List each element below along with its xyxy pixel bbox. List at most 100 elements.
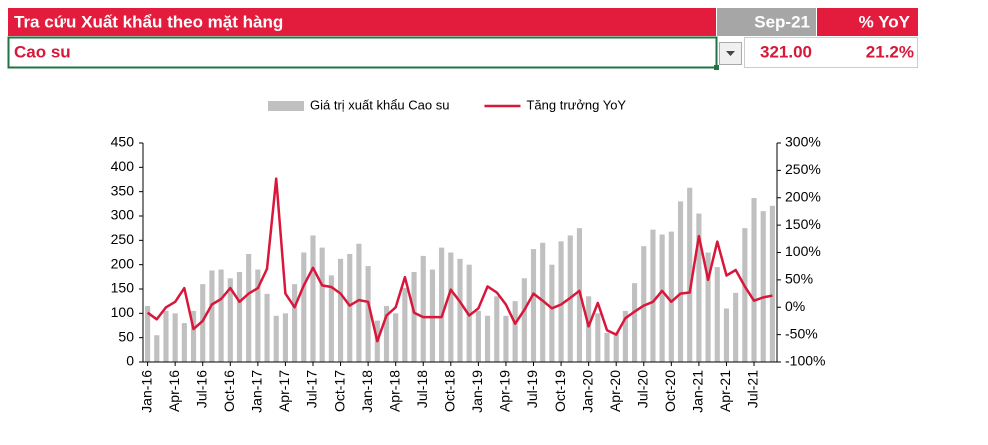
bar (439, 247, 445, 362)
x-tick-label: Jan-16 (138, 370, 154, 413)
bar (383, 306, 390, 362)
header-yoy: % YoY (859, 12, 911, 31)
bar (677, 201, 684, 362)
header-title: Tra cứu Xuất khẩu theo mặt hàng (14, 12, 283, 31)
bar (595, 313, 601, 362)
bar (760, 211, 766, 362)
bar (475, 310, 481, 362)
bar (733, 292, 739, 362)
bar (604, 332, 610, 362)
y-tick-label: 0 (126, 353, 134, 369)
value-cells (744, 37, 918, 68)
fill-handle (714, 65, 719, 70)
bar (751, 197, 757, 362)
y2-tick-label: 0% (785, 298, 805, 314)
bar (319, 247, 325, 362)
y2-tick-label: 300% (785, 134, 821, 150)
legend-label: Tăng trưởng YoY (526, 97, 626, 112)
selection-value: 321.00 (760, 42, 812, 61)
bar (613, 332, 619, 362)
x-tick-label: Jul-19 (524, 370, 540, 408)
y-tick-label: 300 (111, 207, 135, 223)
y-tick-label: 100 (111, 304, 135, 320)
bar (668, 231, 674, 362)
x-tick-label: Apr-20 (607, 370, 623, 412)
x-tick-label: Oct-18 (442, 370, 458, 412)
x-tick-label: Jul-18 (414, 370, 430, 408)
line (146, 177, 773, 343)
bar (420, 255, 426, 362)
bar (659, 234, 665, 362)
bar (549, 264, 555, 362)
x-tick-label: Apr-17 (276, 370, 292, 412)
bar (429, 269, 436, 362)
y-tick-label: 350 (111, 182, 135, 198)
bar (328, 275, 334, 362)
bar (503, 315, 509, 362)
bar (558, 241, 564, 362)
x-tick-label: Jul-17 (304, 370, 320, 408)
header-period: Sep-21 (754, 12, 810, 31)
bar (365, 266, 371, 362)
bar (347, 253, 353, 362)
bar (714, 267, 720, 362)
bar (301, 252, 307, 362)
bar (540, 242, 546, 362)
bar (190, 310, 197, 362)
bar (273, 315, 279, 362)
y2-tick-label: -50% (785, 325, 818, 341)
bar (154, 335, 160, 362)
header-period-cell (717, 8, 816, 36)
bar (282, 313, 288, 362)
legend-swatch (268, 101, 304, 111)
y2-tick-label: 100% (785, 243, 821, 259)
selection-cell[interactable] (7, 36, 718, 69)
y-tick-label: 250 (111, 231, 135, 247)
y2-tick-label: 50% (785, 271, 813, 287)
y2-tick-label: 250% (785, 161, 821, 177)
y-tick-label: 200 (111, 255, 135, 271)
x-tick-label: Jul-16 (193, 370, 209, 408)
bar (337, 258, 344, 362)
x-tick-label: Jan-19 (469, 370, 485, 413)
bar (255, 269, 261, 362)
bar (236, 271, 243, 362)
x-tick-label: Oct-16 (221, 370, 237, 412)
x-tick-label: Apr-16 (166, 370, 182, 412)
y-tick-label: 400 (111, 158, 135, 174)
bar (145, 306, 151, 362)
x-tick-label: Jan-21 (690, 370, 706, 413)
bar (512, 301, 518, 362)
x-tick-label: Oct-17 (331, 370, 347, 412)
x-tick-label: Jul-20 (634, 370, 650, 408)
bar (687, 187, 693, 362)
x-tick-label: Jul-21 (745, 370, 761, 408)
x-tick-label: Apr-19 (497, 370, 513, 412)
bar (641, 246, 647, 362)
y-tick-label: 150 (111, 280, 135, 296)
legend-label: Giá trị xuất khẩu Cao su (310, 97, 449, 112)
bar (411, 271, 417, 362)
x-tick-label: Jan-18 (359, 370, 375, 413)
bar (723, 308, 730, 362)
bar (632, 283, 638, 362)
bar (218, 269, 224, 362)
header-yoy-cell (817, 8, 918, 36)
x-tick-label: Apr-21 (717, 370, 733, 412)
bar (402, 288, 408, 362)
bar (246, 253, 252, 362)
bar (448, 252, 454, 362)
bar (484, 315, 491, 362)
bar (586, 296, 592, 362)
bar (622, 310, 628, 362)
dropdown-arrow (726, 51, 735, 56)
bar (172, 313, 178, 362)
y2-tick-label: -100% (785, 353, 825, 369)
bar (292, 284, 298, 362)
bar (457, 258, 463, 362)
x-tick-label: Oct-20 (662, 370, 678, 412)
bar (742, 228, 748, 362)
selection-item: Cao su (14, 42, 71, 61)
x-tick-label: Jan-20 (579, 370, 595, 413)
